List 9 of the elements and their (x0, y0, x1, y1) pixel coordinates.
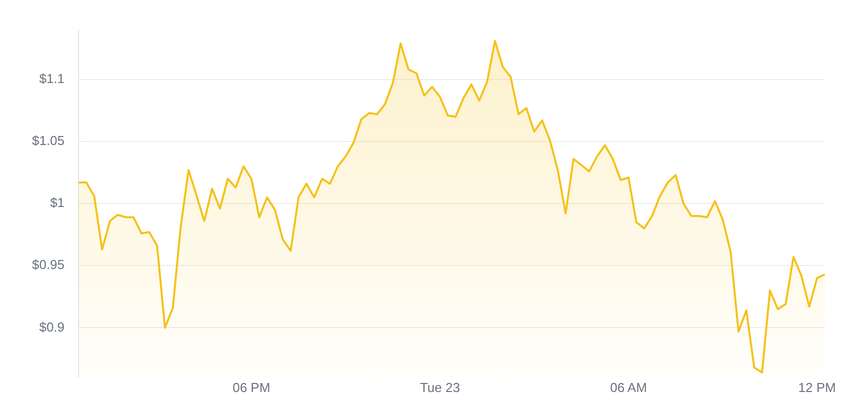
y-tick-label: $0.95 (32, 257, 65, 272)
y-tick-label: $1.05 (32, 133, 65, 148)
y-tick-label: $1.1 (39, 71, 65, 86)
y-tick-label: $0.9 (39, 319, 65, 334)
x-tick-label: 06 AM (610, 380, 647, 395)
x-tick-label: 06 PM (232, 380, 270, 395)
x-tick-label: 12 PM (798, 380, 836, 395)
x-tick-label: Tue 23 (420, 380, 460, 395)
y-tick-label: $1 (50, 195, 65, 210)
